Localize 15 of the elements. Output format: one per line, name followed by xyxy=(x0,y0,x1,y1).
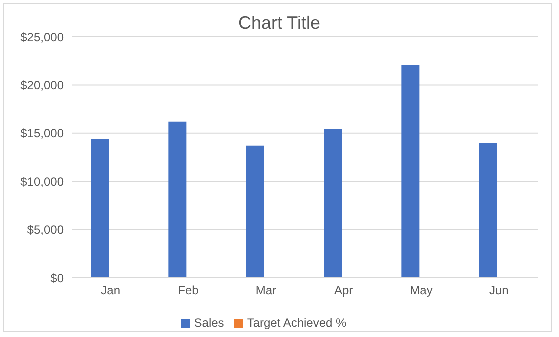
y-tick-label: $0 xyxy=(50,271,64,286)
y-tick-label: $10,000 xyxy=(20,174,64,189)
legend-label: Target Achieved % xyxy=(247,316,347,330)
y-tick-label: $20,000 xyxy=(20,78,64,92)
x-tick-label: Feb xyxy=(178,284,200,298)
y-tick-label: $15,000 xyxy=(20,126,64,141)
x-tick-label: May xyxy=(410,284,433,298)
y-tick-label: $25,000 xyxy=(20,30,64,44)
x-tick-label: Jun xyxy=(489,284,509,298)
x-tick-label: Mar xyxy=(256,284,277,298)
legend-label: Sales xyxy=(194,316,224,330)
chart-title: Chart Title xyxy=(238,13,321,33)
x-tick-label: Jan xyxy=(101,284,121,298)
y-tick-label: $5,000 xyxy=(27,223,64,238)
x-tick-label: Apr xyxy=(334,284,354,298)
